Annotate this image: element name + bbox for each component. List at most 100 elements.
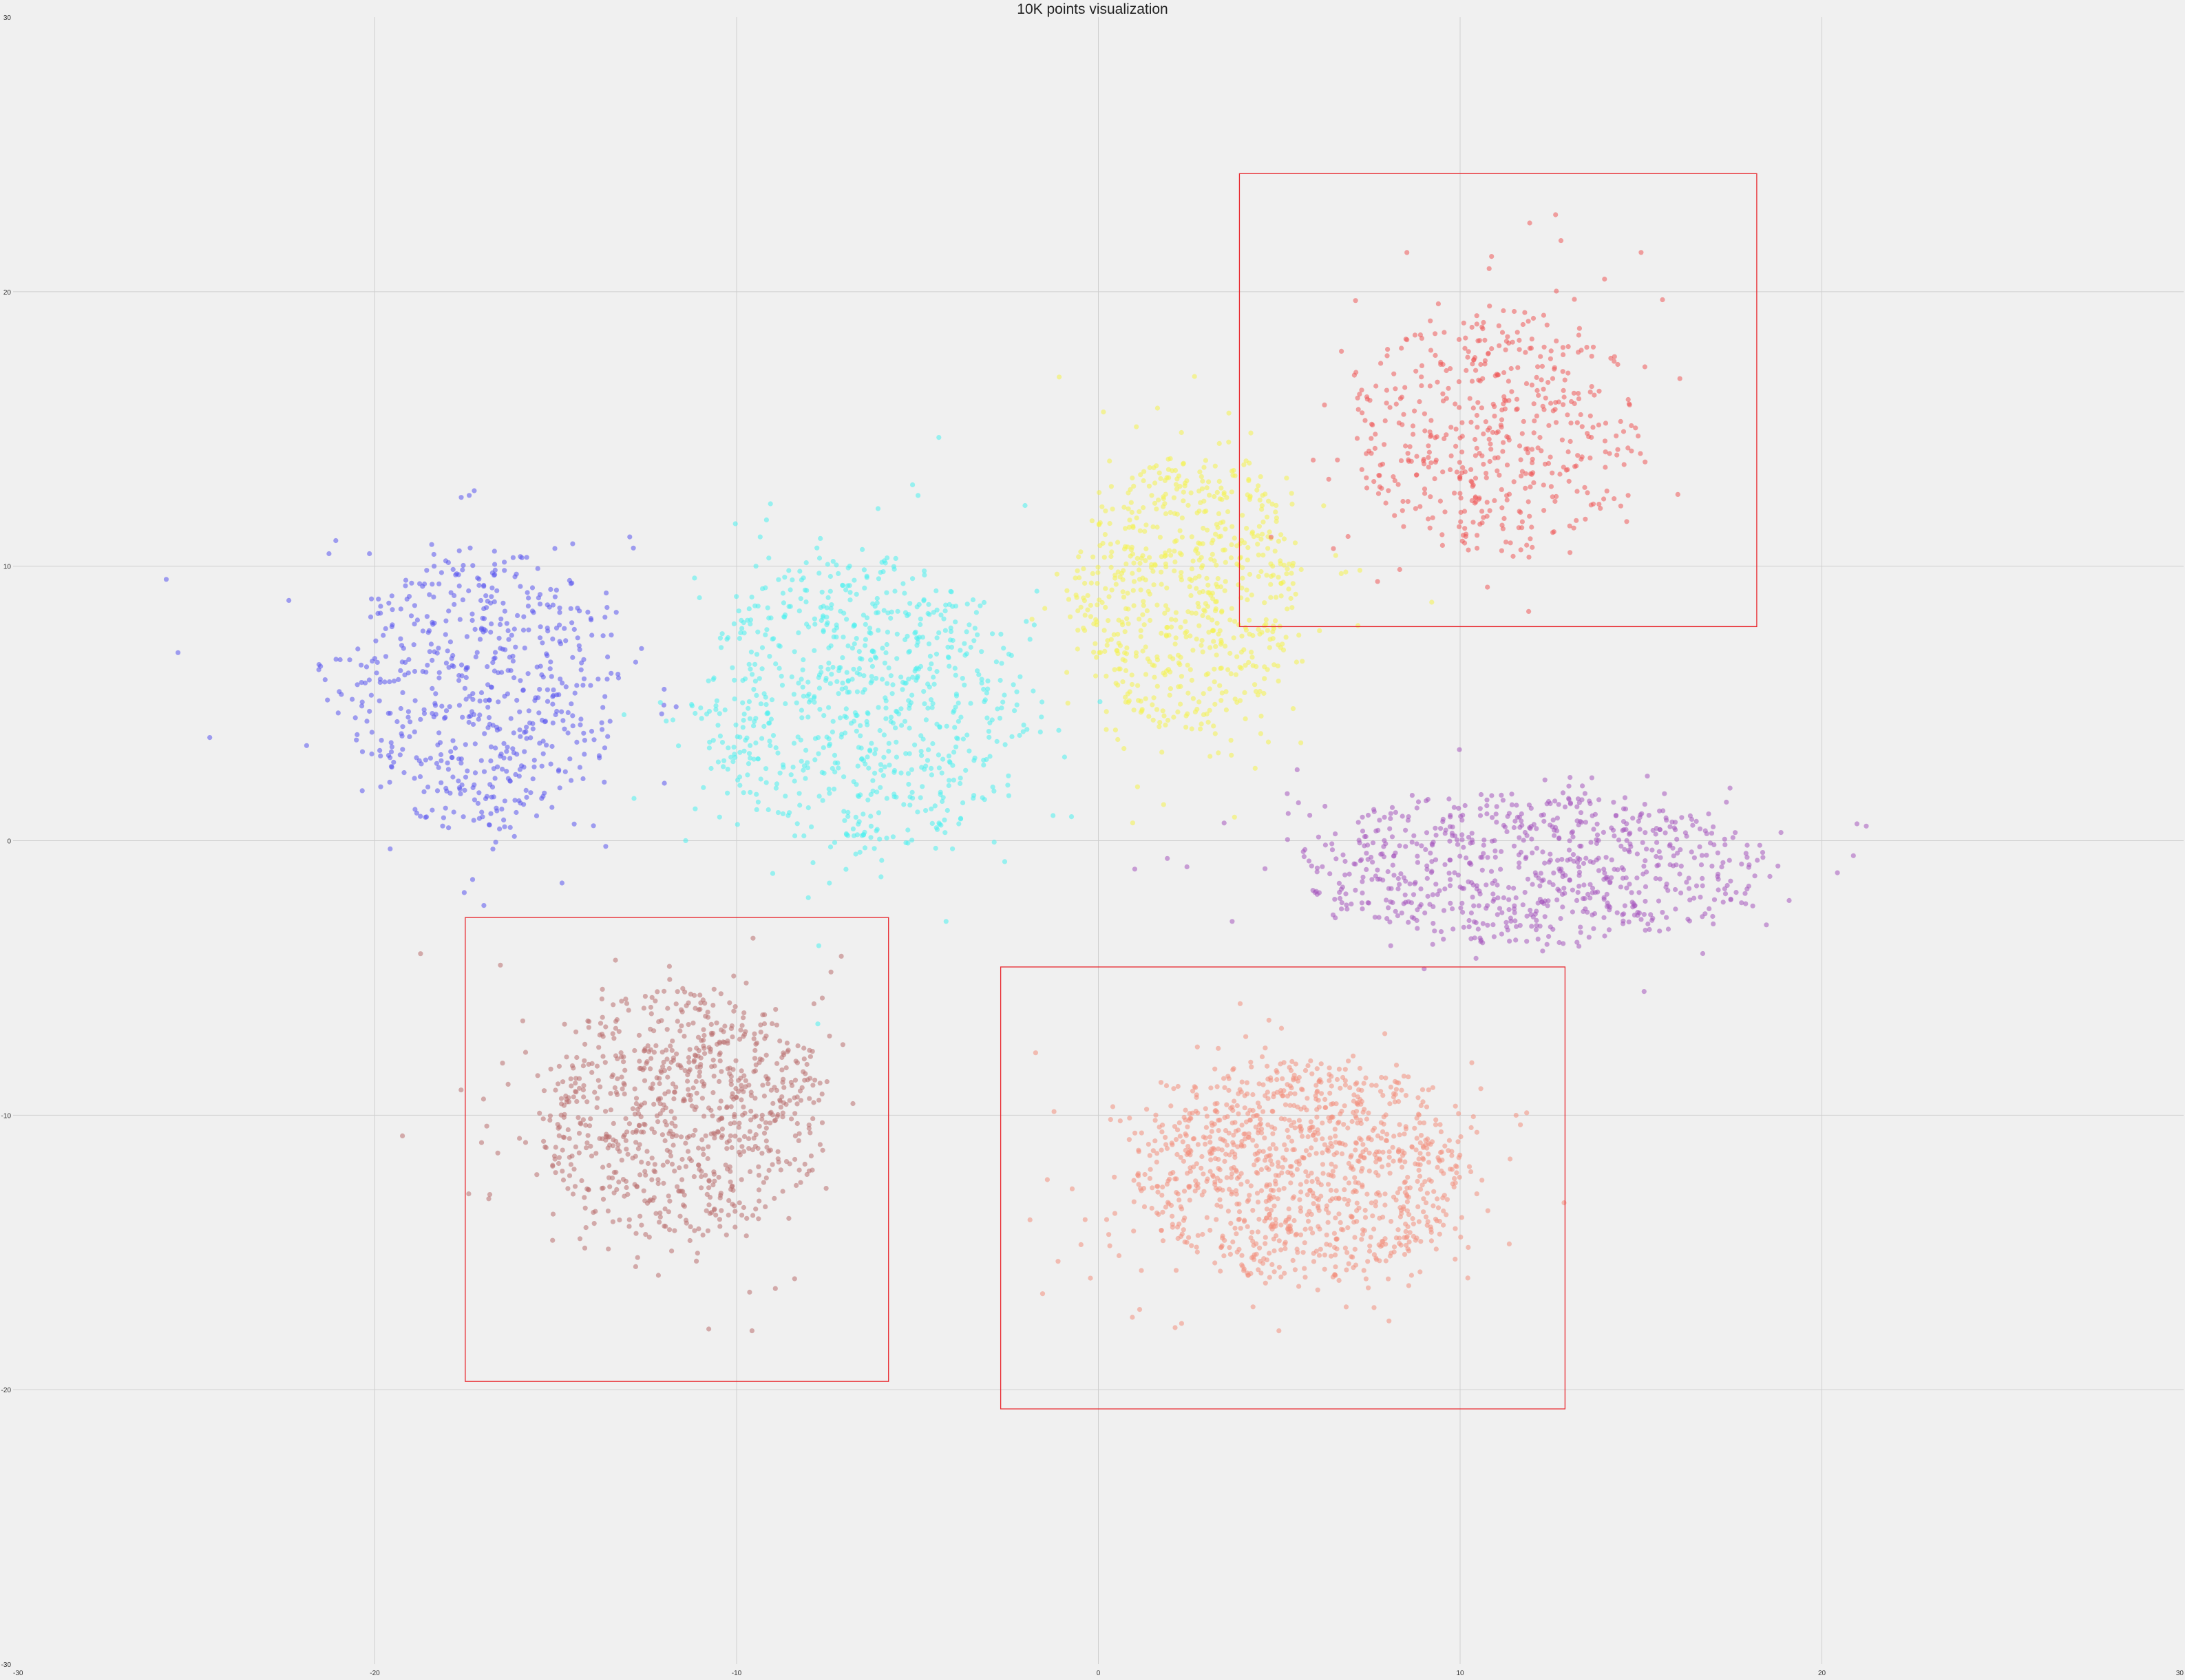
data-point (610, 1176, 615, 1181)
data-point (1711, 824, 1716, 829)
data-point (1393, 1235, 1399, 1241)
data-point (802, 1077, 807, 1083)
data-point (818, 664, 823, 670)
data-point (1380, 878, 1386, 883)
data-point (1403, 1126, 1408, 1131)
data-point (1219, 1147, 1225, 1153)
data-point (657, 700, 663, 705)
data-point (807, 1054, 813, 1059)
data-point (1415, 853, 1420, 859)
data-point (537, 687, 542, 692)
data-point (828, 606, 834, 611)
data-point (1182, 483, 1188, 489)
data-point (569, 1083, 574, 1089)
data-point (760, 1083, 766, 1088)
data-point (1037, 730, 1043, 735)
data-point (751, 756, 757, 762)
data-point (414, 617, 421, 623)
data-point (737, 749, 743, 755)
data-point (431, 551, 436, 557)
data-point (447, 639, 454, 645)
data-point (708, 765, 714, 772)
data-point (1322, 1096, 1328, 1102)
data-point (847, 597, 853, 603)
data-point (1224, 495, 1229, 500)
data-point (910, 796, 916, 801)
data-point (525, 590, 530, 595)
data-point (1499, 522, 1505, 528)
data-point (792, 833, 798, 839)
data-point (1228, 1175, 1234, 1180)
data-point (463, 665, 469, 670)
data-point (1224, 1175, 1229, 1180)
data-point (580, 776, 586, 782)
data-point (548, 659, 553, 665)
data-point (705, 1014, 711, 1020)
data-point (876, 705, 881, 710)
data-point (1186, 1118, 1192, 1123)
data-point (1358, 1169, 1364, 1174)
data-point (1302, 1067, 1309, 1073)
data-point (915, 674, 920, 679)
data-point (1450, 906, 1455, 912)
data-point (710, 1090, 716, 1096)
data-point (1522, 310, 1528, 315)
data-point (1552, 366, 1557, 372)
data-point (1214, 1109, 1220, 1115)
data-point (680, 986, 686, 991)
data-point (798, 737, 803, 743)
data-point (446, 825, 452, 831)
data-point (761, 1130, 768, 1136)
data-point (488, 744, 494, 749)
data-point (1200, 588, 1206, 595)
data-point (1081, 566, 1086, 572)
data-point (1548, 401, 1554, 406)
data-point (1236, 582, 1241, 588)
data-point (391, 759, 397, 765)
data-point (1391, 1134, 1397, 1139)
data-point (1453, 1256, 1458, 1262)
data-point (1470, 1114, 1476, 1120)
data-point (1143, 558, 1148, 564)
data-point (1117, 1118, 1123, 1124)
data-point (686, 1087, 691, 1092)
data-point (1174, 476, 1180, 482)
data-point (1296, 1118, 1302, 1123)
data-point (853, 851, 858, 857)
data-point (1232, 1225, 1238, 1231)
data-point (1469, 479, 1475, 485)
data-point (1259, 1130, 1265, 1136)
data-point (1265, 1122, 1271, 1127)
data-point (984, 756, 989, 763)
data-point (1029, 617, 1035, 622)
data-point (1481, 842, 1486, 848)
data-point (991, 788, 997, 794)
data-point (1474, 321, 1479, 327)
data-point (1283, 635, 1289, 640)
data-point (412, 729, 417, 734)
data-point (1657, 928, 1662, 934)
data-point (637, 1213, 643, 1219)
data-point (1580, 783, 1585, 789)
data-point (1433, 1246, 1439, 1252)
data-point (1426, 1151, 1431, 1157)
data-point (981, 763, 986, 768)
data-point (1274, 1070, 1280, 1075)
data-point (1154, 1151, 1160, 1156)
data-point (1243, 1034, 1249, 1039)
data-point (1264, 1206, 1269, 1212)
data-point (466, 1191, 472, 1197)
data-point (1314, 1114, 1320, 1120)
data-point (558, 1096, 564, 1101)
data-point (1239, 1253, 1245, 1258)
data-point (719, 1208, 724, 1213)
data-point (775, 750, 781, 756)
data-point (1561, 387, 1566, 394)
data-point (615, 672, 621, 677)
data-point (1269, 1108, 1275, 1114)
data-point (1638, 451, 1643, 456)
data-point (405, 670, 411, 676)
data-point (907, 648, 912, 654)
data-point (1457, 460, 1462, 465)
data-point (1274, 1077, 1280, 1083)
